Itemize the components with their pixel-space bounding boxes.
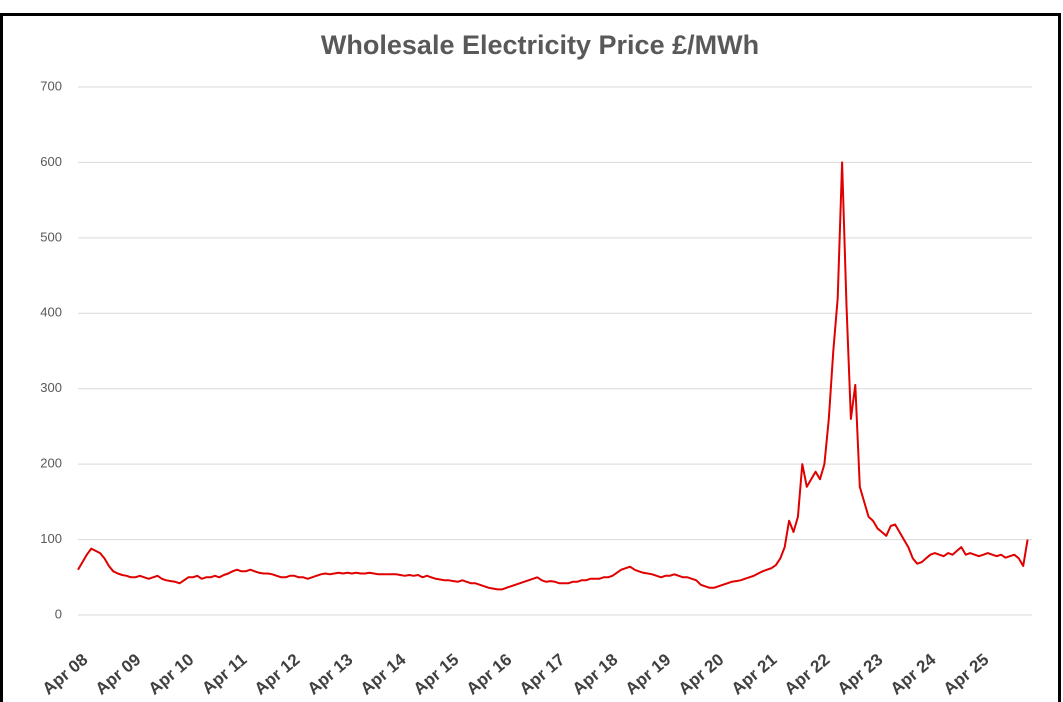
x-tick-label: Apr 20 <box>675 650 728 699</box>
x-tick-label: Apr 24 <box>887 650 940 699</box>
x-tick-label: Apr 21 <box>728 650 781 699</box>
y-tick-label: 500 <box>40 229 62 244</box>
y-tick-label: 700 <box>40 78 62 93</box>
frame <box>0 13 1061 702</box>
x-tick-label: Apr 14 <box>357 650 410 699</box>
x-tick-label: Apr 09 <box>92 650 145 699</box>
x-tick-label: Apr 11 <box>198 650 250 698</box>
x-tick-label: Apr 13 <box>304 650 357 699</box>
y-tick-label: 400 <box>40 305 62 320</box>
x-tick-label: Apr 17 <box>516 650 569 699</box>
x-tick-label: Apr 23 <box>834 650 887 699</box>
chart-title: Wholesale Electricity Price £/MWh <box>321 30 759 60</box>
y-tick-label: 0 <box>55 606 62 621</box>
x-tick-label: Apr 10 <box>145 650 198 699</box>
x-tick-label: Apr 08 <box>39 650 92 699</box>
y-tick-label: 600 <box>40 154 62 169</box>
y-tick-label: 200 <box>40 456 62 471</box>
x-tick-label: Apr 22 <box>781 650 834 699</box>
x-tick-label: Apr 25 <box>940 650 993 699</box>
y-tick-label: 300 <box>40 380 62 395</box>
y-tick-label: 100 <box>40 531 62 546</box>
x-tick-label: Apr 12 <box>251 650 304 699</box>
x-tick-label: Apr 15 <box>410 650 463 699</box>
x-tick-label: Apr 16 <box>463 650 516 699</box>
x-tick-label: Apr 18 <box>569 650 622 699</box>
x-tick-label: Apr 19 <box>622 650 675 699</box>
price-line <box>77 161 1029 591</box>
